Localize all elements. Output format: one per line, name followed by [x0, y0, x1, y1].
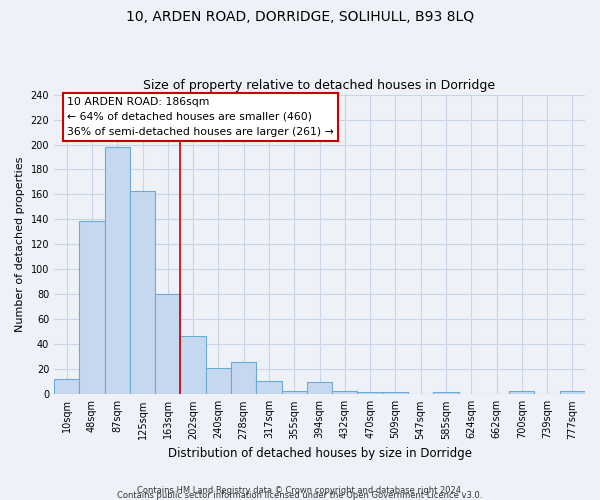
X-axis label: Distribution of detached houses by size in Dorridge: Distribution of detached houses by size … — [167, 447, 472, 460]
Bar — [433, 392, 458, 394]
Bar — [281, 390, 307, 394]
Bar — [383, 392, 408, 394]
Bar — [231, 362, 256, 394]
Bar — [79, 220, 104, 394]
Text: Contains public sector information licensed under the Open Government Licence v3: Contains public sector information licen… — [118, 491, 482, 500]
Title: Size of property relative to detached houses in Dorridge: Size of property relative to detached ho… — [143, 79, 496, 92]
Bar — [560, 390, 585, 394]
Bar — [332, 390, 358, 394]
Y-axis label: Number of detached properties: Number of detached properties — [15, 156, 25, 332]
Text: Contains HM Land Registry data © Crown copyright and database right 2024.: Contains HM Land Registry data © Crown c… — [137, 486, 463, 495]
Bar — [181, 336, 206, 394]
Text: 10, ARDEN ROAD, DORRIDGE, SOLIHULL, B93 8LQ: 10, ARDEN ROAD, DORRIDGE, SOLIHULL, B93 … — [126, 10, 474, 24]
Bar — [54, 380, 79, 394]
Bar — [104, 147, 130, 394]
Text: 10 ARDEN ROAD: 186sqm
← 64% of detached houses are smaller (460)
36% of semi-det: 10 ARDEN ROAD: 186sqm ← 64% of detached … — [67, 97, 334, 136]
Bar — [509, 390, 535, 394]
Bar — [256, 380, 281, 394]
Bar — [307, 382, 332, 394]
Bar — [155, 294, 181, 394]
Bar — [358, 392, 383, 394]
Bar — [130, 190, 155, 394]
Bar — [206, 368, 231, 394]
